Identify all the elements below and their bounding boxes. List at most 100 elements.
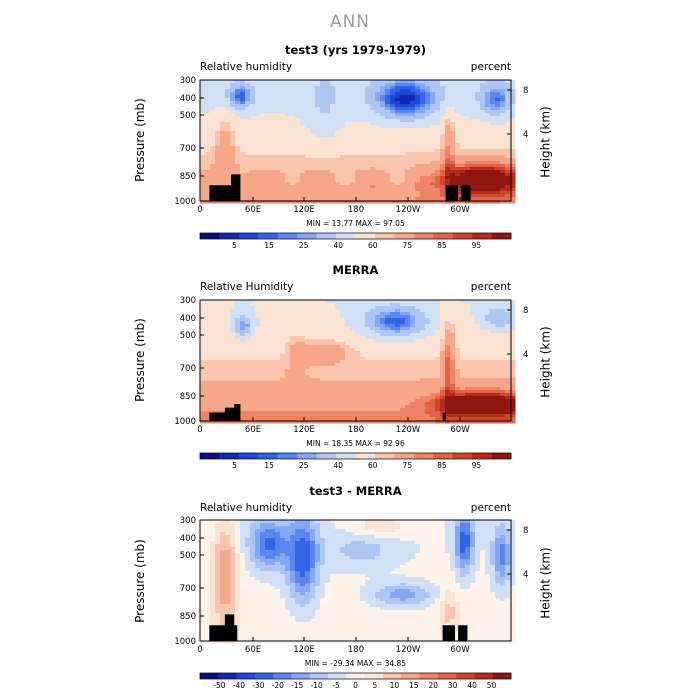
heatmap-cell (380, 330, 386, 334)
heatmap-cell (425, 309, 431, 313)
heatmap-cell (485, 309, 491, 313)
heatmap-cell (425, 170, 431, 174)
heatmap-cell (320, 89, 326, 93)
heatmap-cell (395, 336, 401, 340)
heatmap-cell (405, 336, 411, 340)
heatmap-cell (210, 200, 216, 204)
heatmap-cell (390, 378, 396, 382)
heatmap-cell (285, 143, 291, 147)
heatmap-cell (205, 327, 211, 331)
y-tick-label: 500 (180, 111, 196, 121)
heatmap-cell (360, 306, 366, 310)
heatmap-cell (275, 149, 281, 153)
heatmap-cell (425, 339, 431, 343)
heatmap-cell (510, 408, 516, 412)
heatmap-cell (340, 300, 346, 304)
heatmap-cell (225, 146, 231, 150)
heatmap-cell (210, 396, 216, 400)
heatmap-cell (260, 128, 266, 132)
heatmap-cell (440, 92, 446, 96)
heatmap-cell (500, 306, 506, 310)
heatmap-cell (480, 98, 486, 102)
heatmap-cell (470, 333, 476, 337)
heatmap-cell (375, 366, 381, 370)
heatmap-cell (250, 375, 256, 379)
heatmap-cell (390, 89, 396, 93)
heatmap-cell (290, 188, 296, 192)
heatmap-cell (360, 134, 366, 138)
heatmap-cell (375, 140, 381, 144)
heatmap-cell (415, 408, 421, 412)
heatmap-cell (280, 149, 286, 153)
heatmap-cell (265, 107, 271, 111)
heatmap-cell (445, 155, 451, 159)
heatmap-cell (305, 405, 311, 409)
heatmap-cell (350, 360, 356, 364)
heatmap-cell (360, 149, 366, 153)
heatmap-cell (295, 122, 301, 126)
heatmap-cell (280, 342, 286, 346)
heatmap-cell (205, 164, 211, 168)
heatmap-cell (460, 384, 466, 388)
heatmap-cell (445, 164, 451, 168)
heatmap-cell (320, 95, 326, 99)
heatmap-cell (485, 107, 491, 111)
heatmap-cell (230, 167, 236, 171)
heatmap-cell (265, 402, 271, 406)
heatmap-cell (510, 345, 516, 349)
heatmap-cell (365, 408, 371, 412)
heatmap-cell (415, 396, 421, 400)
heatmap-cell (430, 315, 436, 319)
heatmap-cell (355, 188, 361, 192)
heatmap-cell (285, 309, 291, 313)
heatmap-cell (310, 408, 316, 412)
heatmap-cell (330, 309, 336, 313)
heatmap-cell (460, 128, 466, 132)
heatmap-cell (390, 390, 396, 394)
heatmap-cell (315, 363, 321, 367)
heatmap-cell (215, 327, 221, 331)
heatmap-cell (220, 128, 226, 132)
heatmap-cell (500, 399, 506, 403)
heatmap-cell (475, 98, 481, 102)
heatmap-cell (410, 378, 416, 382)
heatmap-cell (365, 140, 371, 144)
heatmap-cell (365, 351, 371, 355)
heatmap-cell (405, 375, 411, 379)
heatmap-cell (425, 312, 431, 316)
heatmap-cell (410, 360, 416, 364)
heatmap-cell (255, 140, 261, 144)
heatmap-cell (460, 366, 466, 370)
heatmap-cell (475, 143, 481, 147)
heatmap-cell (320, 357, 326, 361)
heatmap-cell (400, 351, 406, 355)
heatmap-cell (450, 399, 456, 403)
heatmap-cell (440, 125, 446, 129)
heatmap-cell (395, 393, 401, 397)
heatmap-cell (465, 164, 471, 168)
heatmap-cell (500, 140, 506, 144)
heatmap-cell (315, 348, 321, 352)
heatmap-cell (345, 152, 351, 156)
heatmap-cell (400, 110, 406, 114)
heatmap-cell (365, 143, 371, 147)
heatmap-cell (495, 146, 501, 150)
heatmap-cell (385, 149, 391, 153)
y-tick-label: 700 (180, 144, 196, 154)
heatmap-cell (350, 137, 356, 141)
heatmap-cell (375, 83, 381, 87)
heatmap-cell (460, 131, 466, 135)
heatmap-cell (370, 173, 376, 177)
heatmap-cell (245, 330, 251, 334)
heatmap-cell (250, 170, 256, 174)
heatmap-cell (370, 336, 376, 340)
heatmap-cell (295, 98, 301, 102)
heatmap-cell (425, 384, 431, 388)
heatmap-cell (345, 381, 351, 385)
heatmap-cell (240, 191, 246, 195)
heatmap-cell (205, 80, 211, 84)
heatmap-cell (375, 363, 381, 367)
heatmap-cell (365, 363, 371, 367)
heatmap-cell (215, 357, 221, 361)
